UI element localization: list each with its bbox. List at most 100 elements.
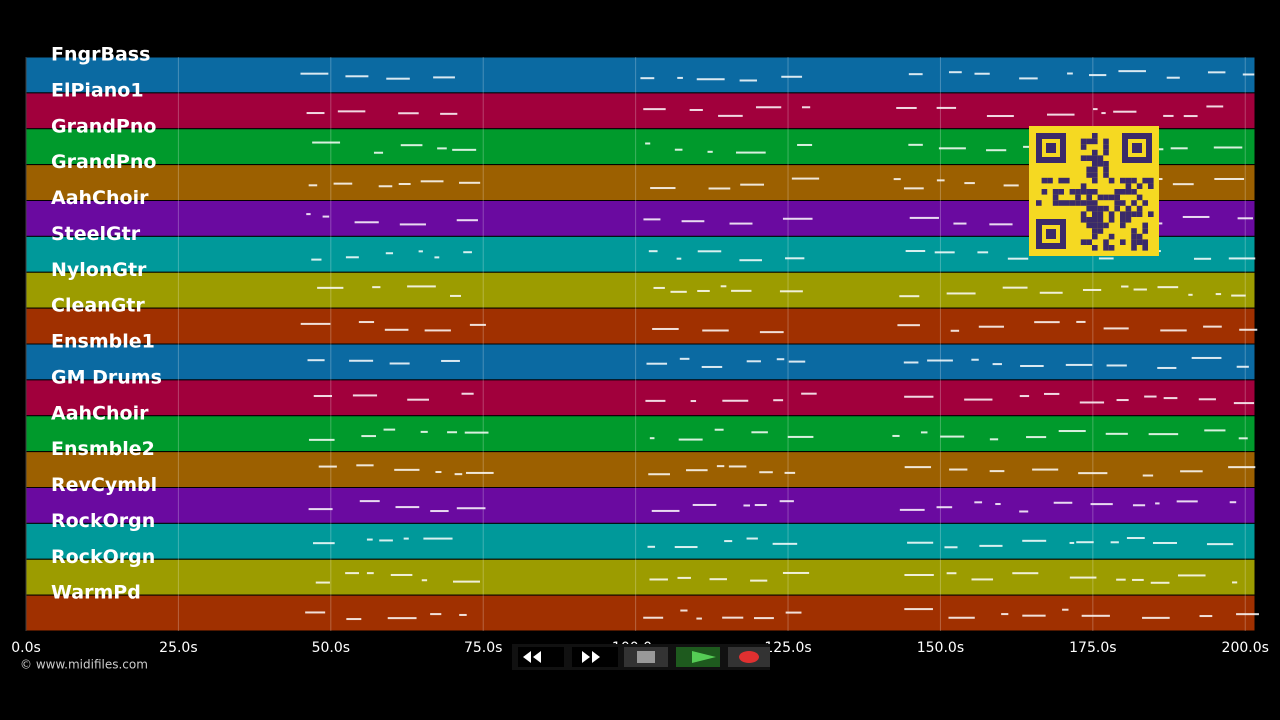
record-button[interactable] xyxy=(728,647,770,667)
note xyxy=(1022,614,1046,617)
stop-button[interactable] xyxy=(624,647,668,667)
note xyxy=(1228,466,1256,469)
note xyxy=(677,576,691,579)
time-tick-label: 175.0s xyxy=(1069,640,1116,656)
note xyxy=(746,537,758,540)
track-name: RevCymbl xyxy=(51,474,157,496)
note xyxy=(992,363,1002,366)
note xyxy=(677,76,683,79)
track-name: SteelGtr xyxy=(51,223,141,245)
qr-module xyxy=(1125,205,1132,212)
note xyxy=(385,252,394,255)
note xyxy=(1166,76,1180,79)
qr-module xyxy=(1092,200,1098,206)
note xyxy=(640,77,655,80)
note xyxy=(1133,288,1147,291)
note xyxy=(1062,608,1069,611)
note xyxy=(645,142,651,145)
note xyxy=(1213,146,1243,149)
notes xyxy=(300,70,1259,621)
time-tick-label: 25.0s xyxy=(159,640,197,656)
play-button[interactable] xyxy=(676,647,720,667)
note xyxy=(788,360,806,363)
fast-forward-button[interactable] xyxy=(572,647,618,667)
note xyxy=(647,545,656,548)
note xyxy=(735,151,766,154)
qr-module xyxy=(1086,189,1092,195)
qr-module xyxy=(1092,138,1098,145)
track-band xyxy=(25,307,1256,345)
qr-module xyxy=(1131,211,1137,217)
note xyxy=(1093,108,1098,111)
qr-module xyxy=(1097,228,1104,234)
note xyxy=(927,359,953,362)
note xyxy=(1076,541,1094,544)
note xyxy=(697,250,722,253)
note xyxy=(1144,395,1157,398)
note xyxy=(307,359,325,362)
track-labels: FngrBass ElPiano1 GrandPno GrandPno AahChoir… xyxy=(51,44,162,604)
time-tick-label: 125.0s xyxy=(764,640,811,656)
qr-module xyxy=(1064,200,1070,206)
note xyxy=(650,187,676,190)
note xyxy=(903,187,924,190)
note xyxy=(1082,288,1102,291)
qr-module xyxy=(1125,177,1132,184)
note xyxy=(1069,576,1097,579)
qr-module xyxy=(1103,166,1109,173)
note xyxy=(1231,294,1246,297)
note xyxy=(938,147,966,150)
note xyxy=(936,506,953,509)
qr-module xyxy=(1080,183,1087,189)
note xyxy=(423,537,453,540)
note xyxy=(1188,293,1193,296)
note xyxy=(724,540,733,543)
note xyxy=(461,392,474,395)
note xyxy=(383,428,396,431)
qr-module xyxy=(1069,189,1076,195)
qr-module xyxy=(1058,200,1064,206)
note xyxy=(1203,325,1222,328)
note xyxy=(1237,217,1253,220)
qr-module xyxy=(1086,155,1092,161)
note xyxy=(801,392,817,395)
note xyxy=(797,143,813,146)
note xyxy=(322,215,330,218)
note xyxy=(1160,329,1187,332)
qr-module xyxy=(1086,217,1092,223)
note xyxy=(722,616,744,619)
note xyxy=(1215,293,1222,296)
note xyxy=(729,222,753,225)
note xyxy=(920,431,928,434)
note xyxy=(1046,113,1075,116)
note xyxy=(722,399,749,402)
qr-module xyxy=(1103,239,1109,245)
note xyxy=(459,181,481,184)
rewind-button[interactable] xyxy=(518,647,564,667)
note xyxy=(1053,501,1073,504)
qr-module xyxy=(1058,189,1064,195)
note xyxy=(645,399,666,402)
qr-module xyxy=(1142,177,1148,184)
track-name: NylonGtr xyxy=(51,259,147,281)
qr-module xyxy=(1086,205,1092,212)
note xyxy=(653,286,665,289)
qr-module xyxy=(1092,177,1098,184)
note xyxy=(714,428,724,431)
note xyxy=(1180,470,1203,473)
note xyxy=(750,579,768,582)
note xyxy=(1121,285,1129,288)
note xyxy=(333,182,353,185)
qr-module xyxy=(1120,222,1126,229)
qr-module xyxy=(1080,217,1087,223)
note xyxy=(345,256,359,259)
qr-module xyxy=(1041,177,1048,184)
note xyxy=(463,251,472,254)
note xyxy=(456,507,486,510)
qr-module xyxy=(1052,194,1059,201)
track-name: WarmPd xyxy=(51,582,141,604)
note xyxy=(403,537,409,540)
qr-module xyxy=(1092,245,1098,251)
note xyxy=(1172,183,1194,186)
